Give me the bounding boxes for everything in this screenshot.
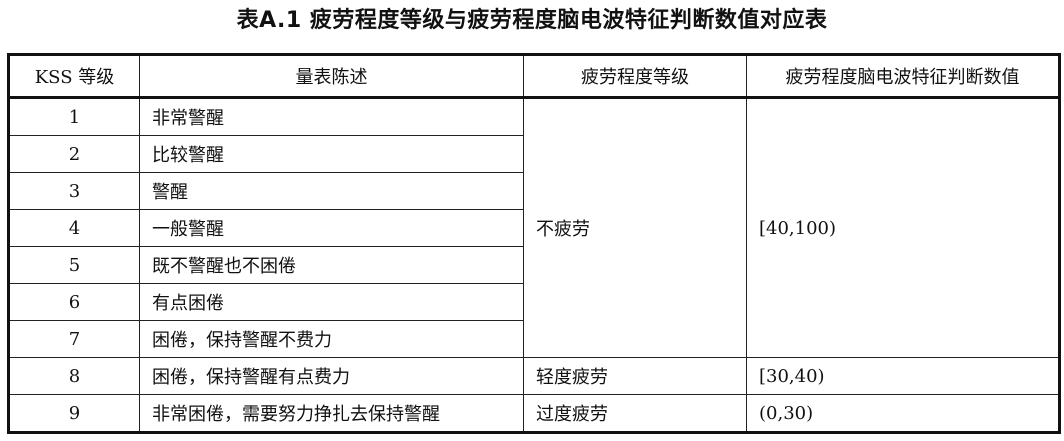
table-row: 5 既不警醒也不困倦 (8, 246, 1060, 284)
table-row: 6 有点困倦 (8, 283, 1060, 321)
statement: 一般警醒 (139, 209, 524, 247)
table-row: 1 非常警醒 不疲劳 [40,100) (8, 97, 1060, 358)
statement: 既不警醒也不困倦 (139, 246, 524, 284)
table-title: 表A.1 疲劳程度等级与疲劳程度脑电波特征判断数值对应表 (236, 8, 828, 33)
eeg-range: (0,30) (746, 394, 1060, 433)
kss-level: 8 (8, 357, 140, 395)
statement: 比较警醒 (139, 135, 524, 173)
statement: 有点困倦 (139, 283, 524, 321)
kss-level: 6 (8, 283, 140, 321)
kss-level: 7 (8, 320, 140, 358)
header-fatigue-level: 疲劳程度等级 (523, 54, 747, 98)
statement: 困倦，保持警醒有点费力 (139, 357, 524, 395)
header-kss-level: KSS 等级 (8, 54, 140, 98)
header-row: KSS 等级 量表陈述 疲劳程度等级 疲劳程度脑电波特征判断数值 (8, 54, 1060, 98)
table-row: 4 一般警醒 (8, 209, 1060, 247)
header-eeg-value: 疲劳程度脑电波特征判断数值 (746, 54, 1060, 98)
table-row: 3 警醒 (8, 172, 1060, 210)
kss-level: 9 (8, 394, 140, 433)
fatigue-level: 过度疲劳 (523, 394, 747, 433)
kss-level: 3 (8, 172, 140, 210)
header-statement: 量表陈述 (139, 54, 524, 98)
statement: 非常困倦，需要努力挣扎去保持警醒 (139, 394, 524, 433)
kss-level: 4 (8, 209, 140, 247)
eeg-range: [30,40) (746, 357, 1060, 395)
fatigue-level: 不疲劳 (523, 97, 747, 358)
table-row: 8 困倦，保持警醒有点费力 轻度疲劳 [30,40) (8, 357, 1060, 395)
table-row: 9 非常困倦，需要努力挣扎去保持警醒 过度疲劳 (0,30) (8, 394, 1060, 433)
kss-level: 2 (8, 135, 140, 173)
kss-level: 1 (8, 97, 140, 136)
fatigue-level: 轻度疲劳 (523, 357, 747, 395)
eeg-range: [40,100) (746, 97, 1060, 358)
statement: 警醒 (139, 172, 524, 210)
kss-level: 5 (8, 246, 140, 284)
statement: 非常警醒 (139, 97, 524, 136)
fatigue-table: KSS 等级 量表陈述 疲劳程度等级 疲劳程度脑电波特征判断数值 1 非常警醒 … (7, 53, 1061, 434)
statement: 困倦，保持警醒不费力 (139, 320, 524, 358)
table-row: 7 困倦，保持警醒不费力 (8, 320, 1060, 358)
